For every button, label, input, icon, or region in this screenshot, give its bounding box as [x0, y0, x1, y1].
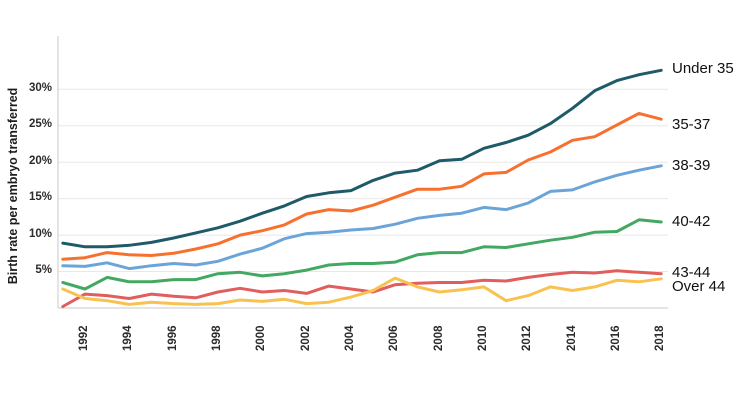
x-tick-label: 2010	[476, 325, 489, 351]
series-end-label: 40-42	[672, 212, 711, 230]
x-tick-label: 2000	[255, 325, 268, 351]
series-end-label: 38-39	[672, 156, 711, 174]
x-tick-label: 2016	[609, 325, 622, 351]
x-tick-label: 1992	[77, 325, 90, 351]
series-line-40-42	[61, 218, 663, 291]
series-line-35-37	[61, 111, 663, 261]
series-line-38-39	[61, 164, 663, 271]
y-tick-label: 25%	[28, 118, 52, 131]
x-tick-label: 1996	[166, 325, 179, 351]
y-tick-label: 10%	[28, 227, 52, 240]
series-end-label: Over 44	[672, 277, 726, 295]
x-tick-label: 1998	[210, 325, 223, 351]
y-tick-label: 5%	[35, 264, 52, 277]
x-tick-label: 2018	[654, 325, 667, 351]
series-end-label: Under 35	[672, 59, 734, 77]
x-tick-label: 2008	[432, 325, 445, 351]
x-tick-label: 2014	[565, 325, 578, 351]
x-tick-label: 2012	[521, 325, 534, 351]
x-tick-label: 2004	[343, 325, 356, 351]
series-end-label: 43-44	[672, 263, 711, 281]
x-tick-label: 2006	[388, 325, 401, 351]
x-tick-label: 2002	[299, 325, 312, 351]
series-end-label: 35-37	[672, 115, 711, 133]
y-tick-label: 15%	[28, 191, 52, 204]
series-line-43-44	[61, 269, 663, 308]
y-tick-label: 20%	[28, 154, 52, 167]
y-tick-label: 30%	[28, 81, 52, 94]
x-tick-label: 1994	[122, 325, 135, 351]
series-line-over-44	[61, 276, 663, 306]
series-line-under-35	[61, 68, 663, 249]
